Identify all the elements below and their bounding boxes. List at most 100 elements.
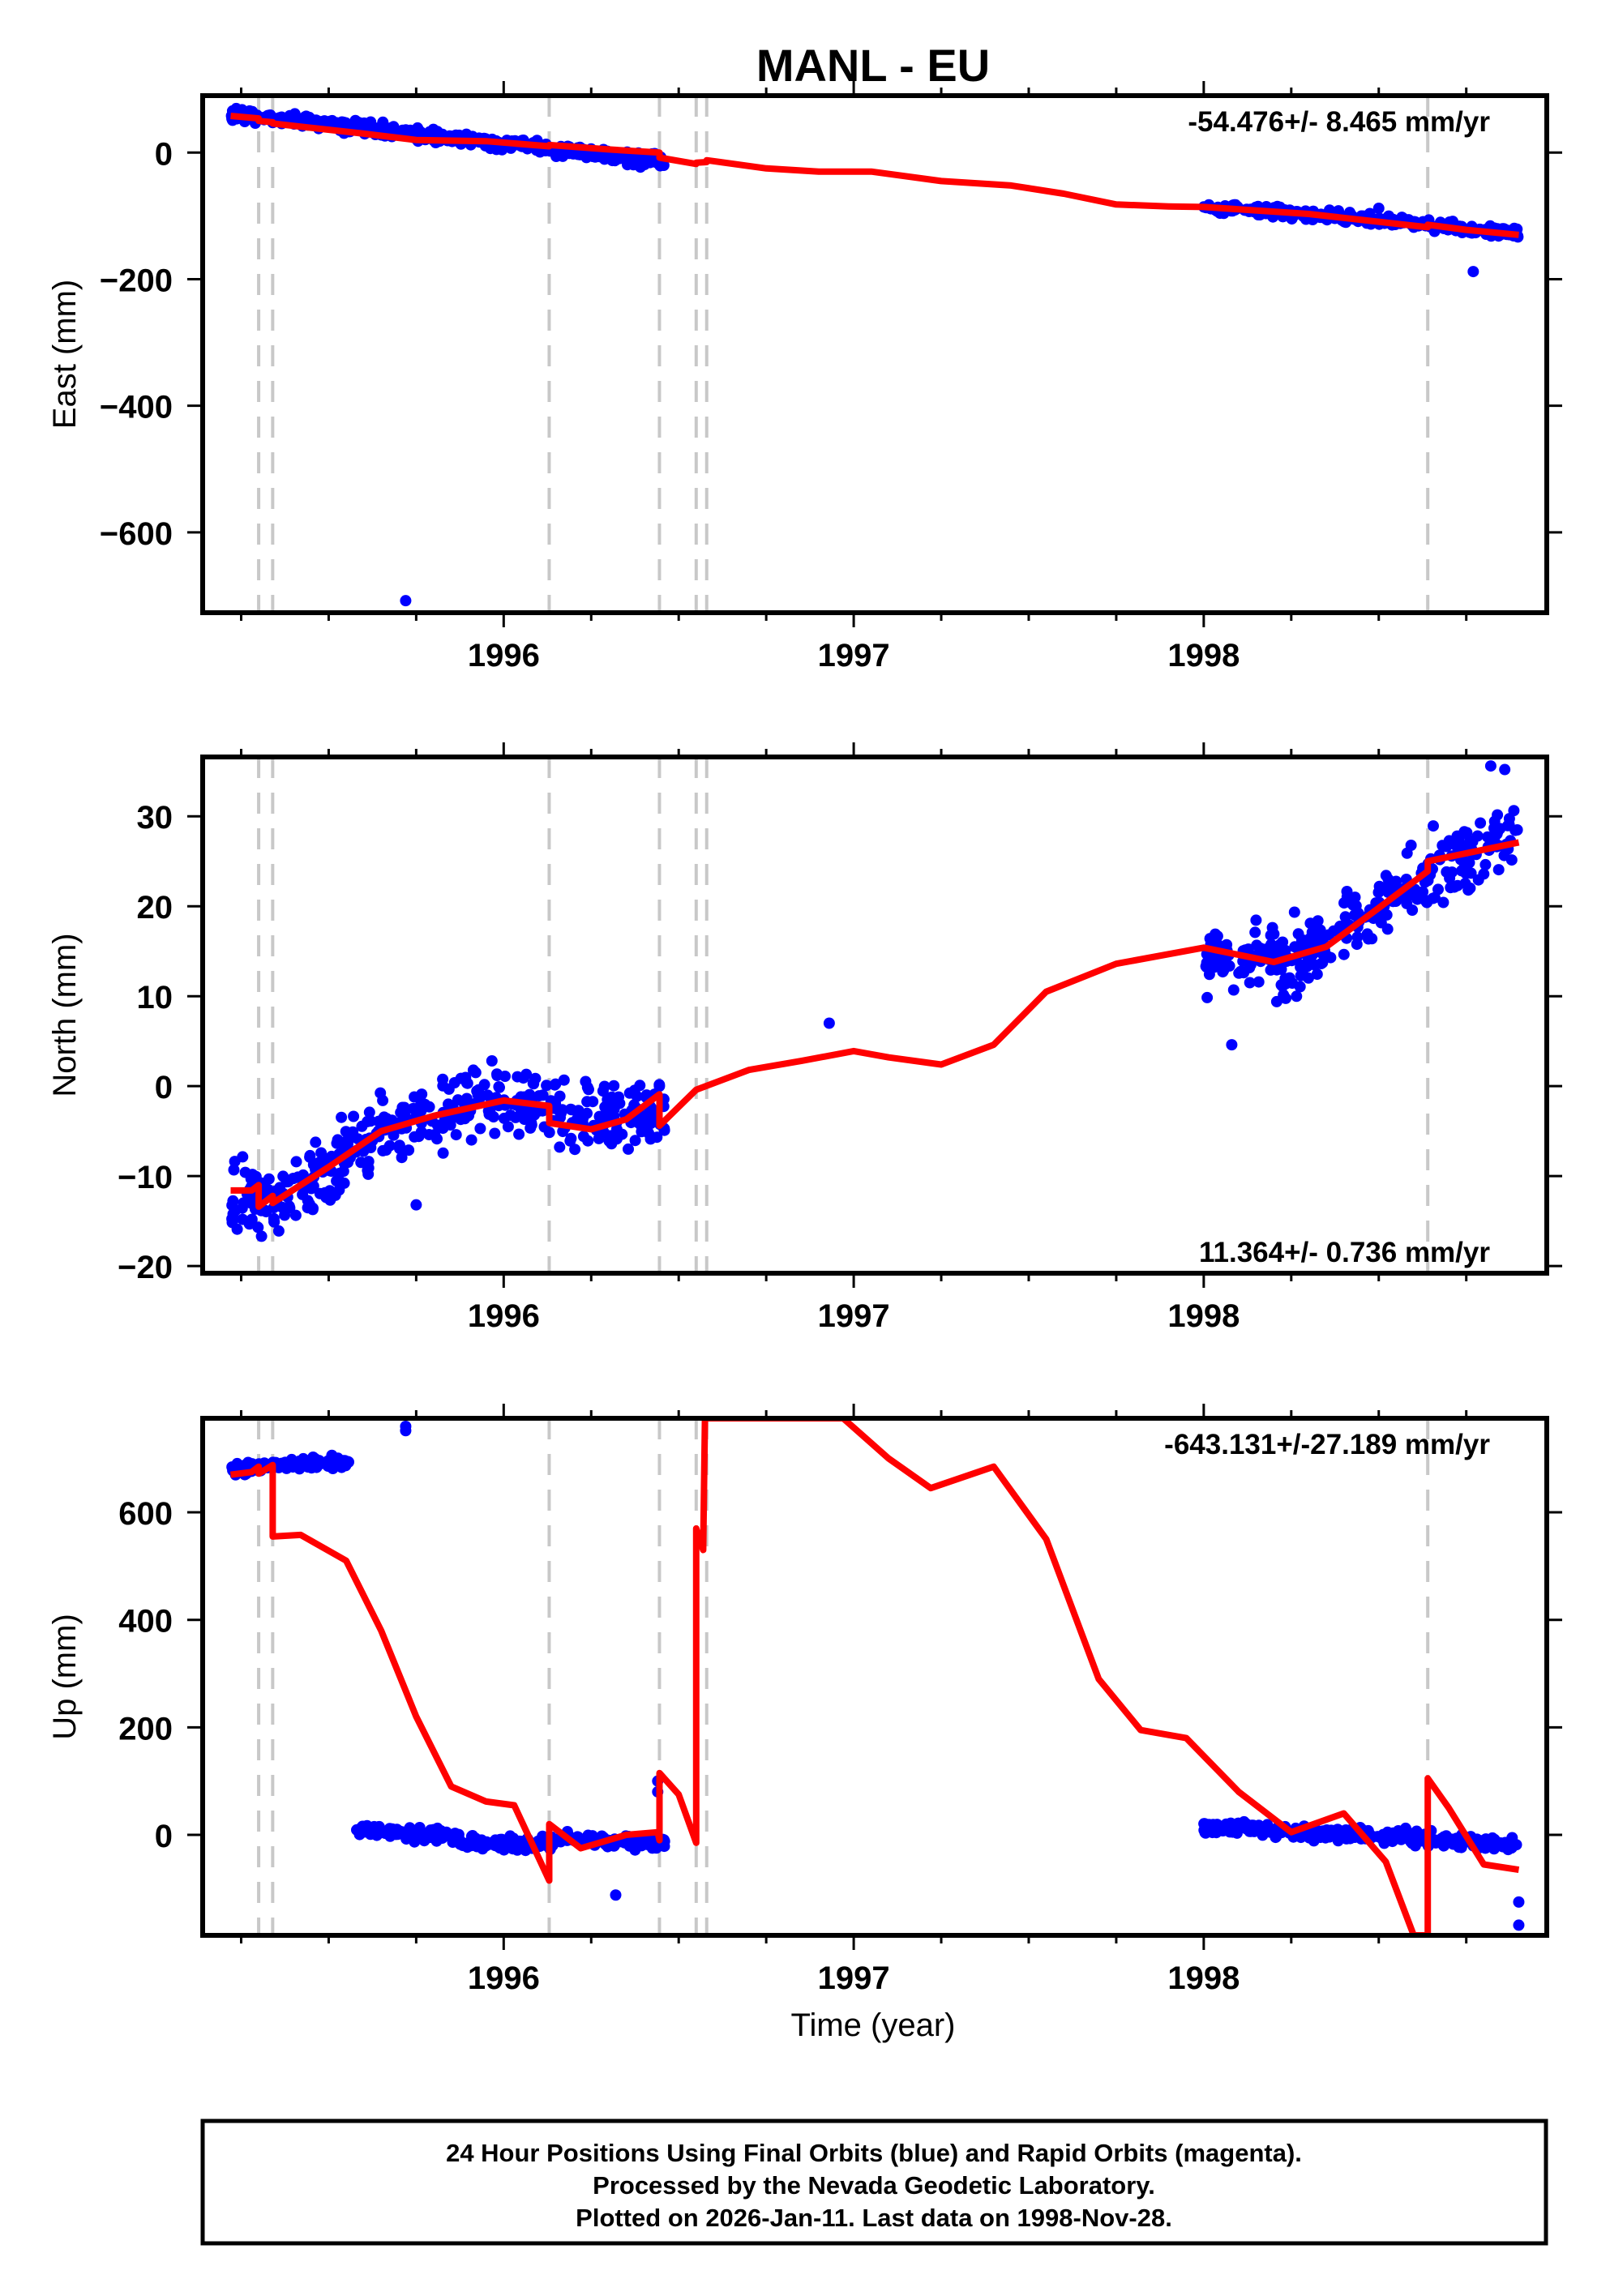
data-point xyxy=(1207,956,1219,968)
data-point xyxy=(448,1077,460,1088)
data-point xyxy=(1505,854,1518,866)
data-point xyxy=(328,1457,340,1469)
data-point xyxy=(227,1195,239,1207)
data-point xyxy=(1314,1828,1326,1841)
data-point xyxy=(1220,1818,1232,1830)
data-point xyxy=(491,1068,503,1080)
data-point xyxy=(1265,1826,1277,1838)
data-point xyxy=(1351,931,1364,943)
data-point xyxy=(613,1091,625,1103)
data-point xyxy=(461,1077,473,1089)
data-point xyxy=(1244,977,1256,989)
caption-line-1: 24 Hour Positions Using Final Orbits (bl… xyxy=(446,2139,1302,2167)
plot-frame xyxy=(200,93,1549,615)
x-tick-label: 1997 xyxy=(818,1298,890,1334)
data-point xyxy=(1428,891,1441,904)
data-point xyxy=(462,1837,474,1849)
data-point-outlier xyxy=(400,595,412,607)
data-point xyxy=(516,1840,528,1852)
data-point xyxy=(558,1074,570,1086)
data-point-outlier xyxy=(1484,760,1497,772)
data-point xyxy=(1201,991,1214,1003)
data-point xyxy=(1278,989,1290,1001)
data-point xyxy=(1270,947,1282,960)
data-point xyxy=(1341,891,1353,903)
data-point xyxy=(476,1834,488,1846)
data-point xyxy=(316,1154,328,1166)
data-point xyxy=(423,1129,435,1140)
data-point xyxy=(363,1106,375,1118)
data-point xyxy=(597,1085,609,1097)
data-point xyxy=(1462,884,1475,896)
data-point xyxy=(437,1122,449,1135)
data-point xyxy=(1249,926,1261,938)
data-point-outlier xyxy=(823,1017,835,1029)
data-point xyxy=(1443,835,1455,847)
data-point xyxy=(1445,1833,1457,1845)
y-tick-label: 600 xyxy=(118,1496,173,1532)
data-point xyxy=(277,1170,289,1182)
data-point xyxy=(486,1055,498,1067)
data-point xyxy=(378,1111,390,1123)
data-point-outlier xyxy=(1513,1896,1525,1908)
north-y-axis-label: North (mm) xyxy=(47,933,83,1097)
data-point xyxy=(307,1202,319,1214)
data-point xyxy=(310,1136,322,1148)
x-tick-label: 1998 xyxy=(1167,1298,1240,1334)
y-tick-label: −200 xyxy=(100,263,173,298)
x-tick-label: 1997 xyxy=(818,638,890,673)
data-point xyxy=(293,1456,305,1467)
data-point xyxy=(1317,956,1329,968)
data-point xyxy=(629,1135,641,1147)
data-point xyxy=(339,1455,351,1467)
data-point xyxy=(653,1080,666,1092)
data-point xyxy=(469,1067,482,1079)
data-point xyxy=(463,1110,475,1122)
data-point xyxy=(1217,966,1229,978)
data-point xyxy=(1509,824,1522,836)
data-point xyxy=(228,1164,240,1176)
data-point-outlier xyxy=(1499,763,1511,776)
data-point xyxy=(380,1144,392,1156)
data-point xyxy=(1422,874,1434,887)
data-point xyxy=(1210,1820,1222,1832)
y-tick-label: 30 xyxy=(137,800,173,836)
data-point xyxy=(501,1834,512,1846)
data-point xyxy=(1454,836,1466,848)
data-point xyxy=(452,1094,464,1106)
data-point xyxy=(1288,906,1300,918)
data-point xyxy=(1487,1836,1499,1849)
x-tick-label: 1996 xyxy=(468,1298,540,1334)
y-tick-label: 10 xyxy=(137,980,173,1015)
data-point xyxy=(332,1134,344,1146)
x-tick-label: 1996 xyxy=(468,638,540,673)
data-point xyxy=(487,1111,499,1122)
caption-box: 24 Hour Positions Using Final Orbits (bl… xyxy=(200,2119,1548,2246)
data-point xyxy=(1304,933,1317,945)
y-tick-label: 20 xyxy=(137,890,173,926)
fit-line xyxy=(229,1418,1520,1935)
data-point xyxy=(550,151,563,162)
data-point xyxy=(1449,881,1460,893)
data-point xyxy=(606,1107,619,1119)
data-point xyxy=(1243,1820,1255,1832)
data-point xyxy=(1283,972,1295,984)
data-point xyxy=(263,1173,275,1185)
data-point xyxy=(1391,1832,1403,1844)
data-point xyxy=(474,1122,486,1135)
data-point xyxy=(643,1833,655,1845)
data-point xyxy=(1364,207,1376,220)
data-point xyxy=(549,1079,561,1091)
data-point xyxy=(403,1144,415,1157)
data-point xyxy=(1372,887,1385,899)
x-tick-label: 1996 xyxy=(468,1960,540,1996)
data-point xyxy=(1488,815,1501,827)
data-point xyxy=(396,124,409,136)
data-point xyxy=(348,1110,360,1122)
x-tick-label: 1998 xyxy=(1167,1960,1240,1996)
data-point xyxy=(353,117,365,129)
data-point xyxy=(528,1078,540,1090)
data-point xyxy=(1265,930,1277,942)
data-point xyxy=(437,1080,449,1092)
y-tick-label: −20 xyxy=(118,1250,173,1285)
